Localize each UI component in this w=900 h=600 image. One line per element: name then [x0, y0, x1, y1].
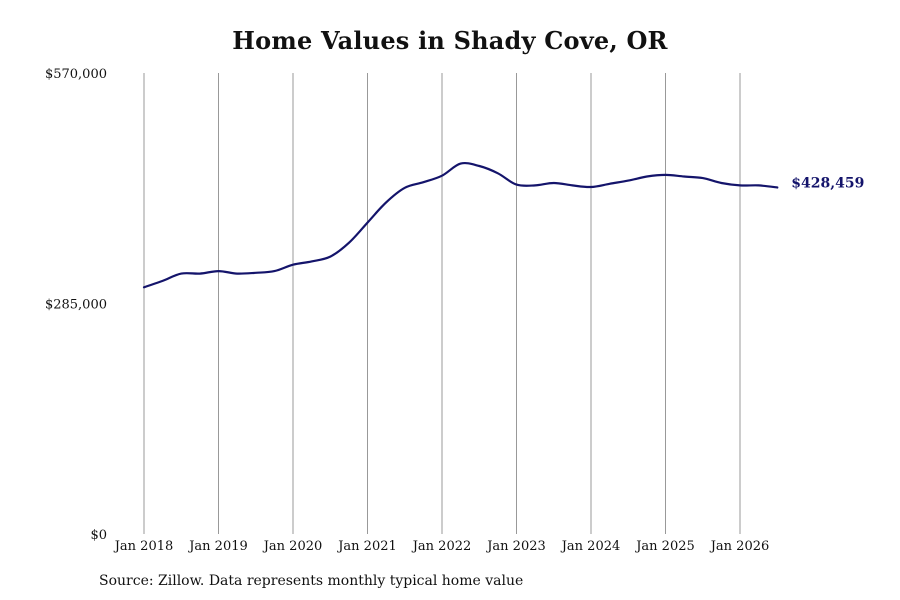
x-tick-label-8: Jan 2026 [709, 539, 770, 554]
vertical-gridlines [143, 73, 741, 534]
y-tick-label-1: $285,000 [45, 298, 107, 313]
y-axis-tick-labels: $0 $285,000 $570,000 [45, 67, 107, 543]
source-note: Source: Zillow. Data represents monthly … [99, 573, 524, 589]
home-value-line [142, 161, 779, 289]
x-axis-tick-labels: Jan 2018 Jan 2019 Jan 2020 Jan 2021 Jan 2022… [113, 539, 770, 554]
y-tick-label-0: $0 [90, 528, 107, 543]
x-tick-label-4: Jan 2022 [411, 539, 472, 554]
x-tick-label-7: Jan 2025 [634, 539, 695, 554]
y-tick-label-2: $570,000 [45, 67, 107, 82]
x-tick-label-5: Jan 2023 [485, 539, 546, 554]
x-tick-label-3: Jan 2021 [336, 539, 397, 554]
x-tick-label-0: Jan 2018 [113, 539, 174, 554]
latest-value-label: $428,459 [791, 175, 864, 191]
chart-title: Home Values in Shady Cove, OR [232, 26, 668, 55]
x-tick-label-2: Jan 2020 [262, 539, 323, 554]
x-tick-label-1: Jan 2019 [187, 539, 248, 554]
x-tick-label-6: Jan 2024 [560, 539, 621, 554]
